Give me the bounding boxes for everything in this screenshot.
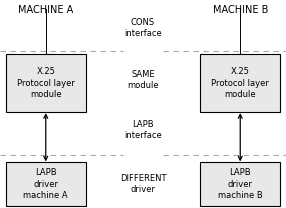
Text: CONS
interface: CONS interface	[124, 18, 162, 38]
Text: LAPB
driver
machine A: LAPB driver machine A	[23, 168, 68, 200]
Text: X.25
Protocol layer
module: X.25 Protocol layer module	[17, 67, 75, 99]
Text: DIFFERENT
driver: DIFFERENT driver	[120, 174, 166, 194]
Text: SAME
module: SAME module	[127, 70, 159, 90]
Text: MACHINE B: MACHINE B	[212, 5, 268, 15]
Bar	[6, 54, 86, 112]
Bar	[200, 162, 280, 206]
Text: LAPB
driver
machine B: LAPB driver machine B	[218, 168, 263, 200]
Text: MACHINE A: MACHINE A	[18, 5, 74, 15]
Bar	[6, 162, 86, 206]
Text: LAPB
interface: LAPB interface	[124, 120, 162, 140]
Bar	[200, 54, 280, 112]
Text: X.25
Protocol layer
module: X.25 Protocol layer module	[211, 67, 269, 99]
